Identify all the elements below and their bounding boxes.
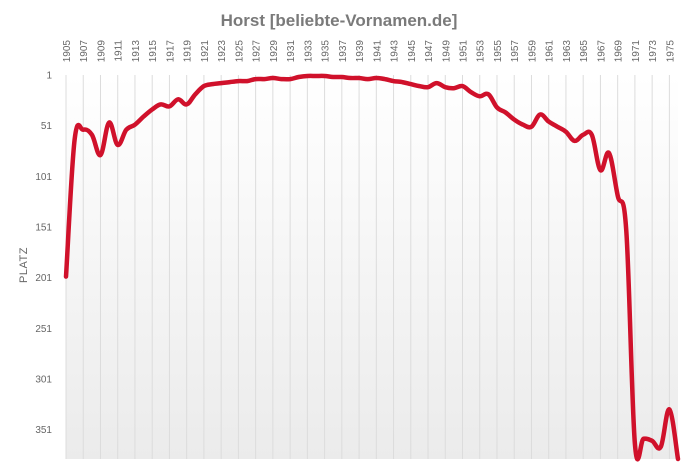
x-tick-label-1963: 1963 bbox=[562, 40, 573, 63]
x-tick-label-1937: 1937 bbox=[338, 40, 349, 63]
x-tick-label-1905: 1905 bbox=[62, 40, 73, 63]
x-tick-label-1933: 1933 bbox=[303, 40, 314, 63]
y-tick-label-201: 201 bbox=[35, 273, 52, 284]
y-tick-label-101: 101 bbox=[35, 172, 52, 183]
y-tick-label-251: 251 bbox=[35, 324, 52, 335]
x-tick-label-1941: 1941 bbox=[372, 40, 383, 63]
y-tick-label-301: 301 bbox=[35, 374, 52, 385]
y-tick-label-151: 151 bbox=[35, 222, 52, 233]
x-tick-label-1917: 1917 bbox=[165, 40, 176, 63]
vertical-grid bbox=[65, 75, 670, 459]
y-tick-label-351: 351 bbox=[35, 425, 52, 436]
x-tick-label-1957: 1957 bbox=[510, 40, 521, 63]
x-tick-label-1921: 1921 bbox=[200, 40, 211, 63]
x-tick-label-1909: 1909 bbox=[96, 40, 107, 63]
x-tick-label-1911: 1911 bbox=[114, 40, 125, 62]
x-tick-label-1961: 1961 bbox=[545, 40, 556, 63]
x-tick-label-1951: 1951 bbox=[459, 40, 470, 63]
x-tick-label-1907: 1907 bbox=[79, 40, 90, 63]
y-axis-label: PLATZ bbox=[18, 247, 30, 283]
x-tick-label-1919: 1919 bbox=[183, 40, 194, 63]
series-group bbox=[63, 73, 681, 462]
x-tick-label-1915: 1915 bbox=[148, 40, 159, 63]
x-tick-label-1923: 1923 bbox=[217, 40, 228, 63]
x-tick-label-1927: 1927 bbox=[252, 40, 263, 63]
series-line-0 bbox=[63, 73, 681, 462]
x-tick-label-1959: 1959 bbox=[527, 40, 538, 63]
x-tick-label-1965: 1965 bbox=[579, 40, 590, 63]
x-tick-label-1967: 1967 bbox=[596, 40, 607, 63]
x-tick-label-1935: 1935 bbox=[321, 40, 332, 63]
x-tick-label-1945: 1945 bbox=[407, 40, 418, 63]
x-tick-label-1947: 1947 bbox=[424, 40, 435, 63]
x-tick-label-1949: 1949 bbox=[441, 40, 452, 63]
x-tick-label-1973: 1973 bbox=[648, 40, 659, 63]
x-tick-label-1931: 1931 bbox=[286, 40, 297, 63]
x-tick-label-1913: 1913 bbox=[131, 40, 142, 63]
x-tick-label-1953: 1953 bbox=[476, 40, 487, 63]
x-tick-label-1939: 1939 bbox=[355, 40, 366, 63]
y-tick-label-1: 1 bbox=[46, 71, 52, 82]
x-tick-label-1929: 1929 bbox=[269, 40, 280, 63]
x-tick-label-1975: 1975 bbox=[665, 40, 676, 63]
y-tick-label-51: 51 bbox=[41, 121, 53, 132]
chart-title: Horst [beliebte-Vornamen.de] bbox=[221, 11, 458, 30]
x-tick-label-1955: 1955 bbox=[493, 40, 504, 63]
x-tick-label-1969: 1969 bbox=[614, 40, 625, 63]
x-tick-label-1971: 1971 bbox=[631, 40, 642, 63]
x-tick-label-1925: 1925 bbox=[234, 40, 245, 63]
x-axis-ticks: 1905 1907 1909 1911 1913 1915 1917 1919 1921 1923… bbox=[62, 40, 676, 63]
x-tick-label-1943: 1943 bbox=[390, 40, 401, 63]
